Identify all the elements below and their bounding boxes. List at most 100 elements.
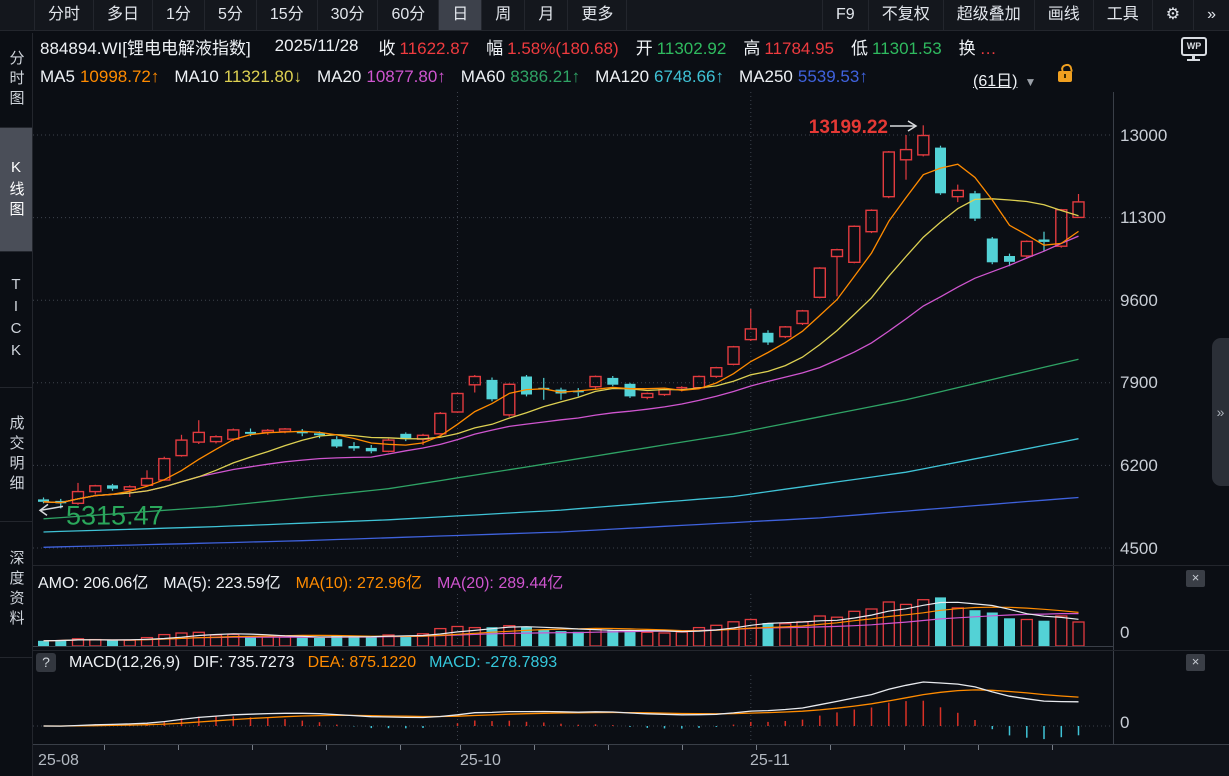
toolbar-right: F9 不复权 超级叠加 画线 工具 ⚙ »: [822, 0, 1229, 30]
sidebar-item-trade-detail[interactable]: 成交明细: [0, 388, 32, 522]
quote-low: 低 11301.53: [851, 38, 942, 58]
y-axis-label: 7900: [1120, 373, 1158, 392]
up-arrow-icon: ↑: [715, 67, 724, 86]
axis-tick: [1052, 745, 1053, 750]
menu-item-super-overlay[interactable]: 超级叠加: [942, 0, 1034, 30]
settings-gear-icon[interactable]: ⚙: [1151, 0, 1193, 30]
ma250-legend: MA250 5539.53↑: [738, 67, 868, 86]
menu-item-no-adjust[interactable]: 不复权: [867, 0, 943, 30]
tab-60min[interactable]: 60分: [378, 0, 440, 30]
axis-tick: [534, 745, 535, 750]
quote-turnover: 换…: [958, 38, 997, 58]
axis-tick: [104, 745, 105, 750]
symbol-name: 884894.WI[锂电电解液指数]: [40, 38, 251, 58]
quote-close: 收 11622.87: [378, 38, 470, 58]
volume-baseline: [33, 646, 1113, 647]
macd-chart[interactable]: [33, 675, 1113, 743]
close-macd-pane-button[interactable]: ×: [1186, 654, 1205, 671]
left-sidebar: 分时图 K线图 TICK 成交明细 深度资料: [0, 33, 33, 776]
dea-value: DEA: 875.1220: [307, 653, 417, 671]
kline-chart[interactable]: 13199.22 5315.47: [33, 92, 1113, 560]
axis-tick: [178, 745, 179, 750]
axis-tick: [460, 745, 461, 750]
svg-text:5315.47: 5315.47: [66, 500, 164, 530]
period-selector[interactable]: (61日) ▼: [973, 73, 1037, 90]
svg-text:13199.22: 13199.22: [809, 117, 888, 138]
volume-header: AMO: 206.06亿 MA(5): 223.59亿 MA(10): 272.…: [38, 569, 563, 593]
x-axis-label: 25-10: [460, 752, 501, 769]
ma20-legend: MA20 10877.80↑: [316, 67, 446, 86]
chevrons-right-icon: »: [1216, 404, 1225, 420]
axis-tick: [400, 745, 401, 750]
quote-open: 开 11302.92: [635, 38, 727, 58]
axis-tick: [326, 745, 327, 750]
period-tabs: 分时 多日 1分 5分 15分 30分 60分 日 周 月 更多: [0, 0, 628, 30]
tab-multiday[interactable]: 多日: [94, 0, 154, 30]
x-axis-label: 25-08: [38, 752, 79, 769]
axis-tick: [830, 745, 831, 750]
quote-high: 高 11784.95: [743, 38, 834, 58]
y-axis-label: 13000: [1120, 126, 1168, 145]
quote-bar: 884894.WI[锂电电解液指数] 2025/11/28 收 11622.87 …: [40, 34, 1014, 58]
macd-title: MACD(12,26,9): [69, 653, 181, 671]
volume-ma20-value: MA(20): 289.44亿: [436, 575, 564, 592]
menu-item-tools[interactable]: 工具: [1092, 0, 1152, 30]
up-arrow-icon: ↑: [571, 67, 581, 86]
chevron-down-icon: ▼: [1024, 75, 1037, 89]
sidebar-item-intraday-chart[interactable]: 分时图: [0, 33, 32, 128]
axis-tick: [682, 745, 683, 750]
pane-divider: [33, 565, 1229, 566]
volume-ma10-value: MA(10): 272.96亿: [295, 575, 422, 592]
macd-header: ? MACD(12,26,9) DIF: 735.7273 DEA: 875.1…: [36, 653, 557, 672]
unlock-icon[interactable]: [1058, 71, 1072, 82]
quote-change: 幅 1.58%(180.68): [486, 38, 619, 58]
tab-30min[interactable]: 30分: [318, 0, 379, 30]
dif-value: DIF: 735.7273: [193, 653, 295, 671]
x-axis-label: 25-11: [750, 752, 790, 769]
menu-item-draw-line[interactable]: 画线: [1033, 0, 1093, 30]
ma5-legend: MA5 10998.72↑: [40, 67, 160, 86]
up-arrow-icon: ↑: [859, 67, 868, 86]
top-menu-bar: 分时 多日 1分 5分 15分 30分 60分 日 周 月 更多 F9 不复权 …: [0, 0, 1229, 31]
quote-date: 2025/11/28: [274, 36, 359, 55]
axis-tick: [978, 745, 979, 750]
tab-15min[interactable]: 15分: [257, 0, 318, 30]
plot-right-border: [1113, 92, 1114, 744]
axis-tick: [756, 745, 757, 750]
tab-monthly[interactable]: 月: [525, 0, 569, 30]
sidebar-item-kline-chart[interactable]: K线图: [0, 128, 32, 252]
more-chevron-icon[interactable]: »: [1193, 0, 1229, 30]
time-axis[interactable]: 25-08 25-10 25-11: [0, 744, 1229, 776]
wp-monitor-icon[interactable]: WP: [1181, 37, 1207, 61]
ma-legend-bar: MA5 10998.72↑ MA10 11321.80↓ MA20 10877.80↑…: [40, 65, 883, 89]
tab-intraday[interactable]: 分时: [34, 0, 95, 30]
macd-zero-label: 0: [1120, 713, 1130, 732]
pane-divider: [33, 650, 1229, 651]
y-axis-label: 6200: [1120, 456, 1158, 475]
down-arrow-icon: ↓: [293, 67, 302, 86]
tab-weekly[interactable]: 周: [482, 0, 526, 30]
sidebar-item-depth-info[interactable]: 深度资料: [0, 522, 32, 658]
sidebar-item-tick[interactable]: TICK: [0, 252, 32, 388]
ma60-legend: MA60 8386.21↑: [460, 67, 581, 86]
volume-chart[interactable]: [33, 594, 1113, 647]
y-axis-label: 9600: [1120, 291, 1158, 310]
help-button[interactable]: ?: [36, 653, 56, 672]
axis-tick: [904, 745, 905, 750]
up-arrow-icon: ↑: [437, 67, 446, 86]
axis-tick: [252, 745, 253, 750]
volume-ma5-value: MA(5): 223.59亿: [163, 575, 281, 592]
tab-5min[interactable]: 5分: [205, 0, 257, 30]
close-volume-pane-button[interactable]: ×: [1186, 570, 1205, 587]
ma10-legend: MA10 11321.80↓: [174, 67, 302, 86]
axis-tick: [608, 745, 609, 750]
menu-item-f9[interactable]: F9: [822, 0, 868, 30]
tab-1min[interactable]: 1分: [153, 0, 205, 30]
volume-zero-label: 0: [1120, 623, 1130, 642]
ma120-legend: MA120 6748.66↑: [595, 67, 724, 86]
right-panel-expander[interactable]: »: [1212, 338, 1229, 486]
tab-daily[interactable]: 日: [439, 0, 483, 30]
up-arrow-icon: ↑: [150, 67, 160, 86]
tab-more[interactable]: 更多: [568, 0, 628, 30]
